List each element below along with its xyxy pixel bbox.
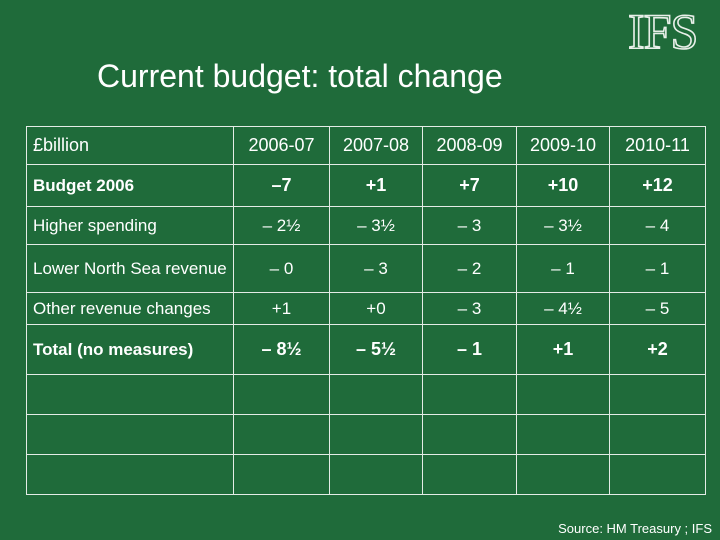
year-header: 2008-09	[422, 126, 517, 165]
table-cell: +10	[516, 164, 610, 207]
slide-title: Current budget: total change	[97, 58, 503, 94]
row-label: Other revenue changes	[26, 292, 234, 325]
budget-table: £billion 2006-07 2007-08 2008-09 2009-10…	[26, 126, 706, 495]
table-row: Higher spending – 2½ – 3½ – 3 – 3½ – 4	[26, 206, 706, 245]
year-header: 2010-11	[609, 126, 706, 165]
empty-row	[26, 374, 706, 415]
empty-row	[26, 454, 706, 495]
table-cell: – 3	[422, 292, 517, 325]
table-cell: +2	[609, 324, 706, 375]
table-cell: +0	[329, 292, 423, 325]
table-cell: – 1	[609, 244, 706, 293]
row-label: Budget 2006	[26, 164, 234, 207]
table-cell: – 3½	[516, 206, 610, 245]
table-cell: – 1	[422, 324, 517, 375]
source-note: Source: HM Treasury ; IFS	[558, 521, 712, 536]
table-cell: +1	[233, 292, 330, 325]
table-cell: – 5½	[329, 324, 423, 375]
table-cell: – 4½	[516, 292, 610, 325]
table-cell: – 3	[329, 244, 423, 293]
table-cell: – 1	[516, 244, 610, 293]
table-row: Budget 2006 –7 +1 +7 +10 +12	[26, 164, 706, 207]
table-cell: +12	[609, 164, 706, 207]
table-row: Lower North Sea revenue – 0 – 3 – 2 – 1 …	[26, 244, 706, 293]
row-label: Total (no measures)	[26, 324, 234, 375]
table-cell: –7	[233, 164, 330, 207]
row-label: Higher spending	[26, 206, 234, 245]
year-header: 2009-10	[516, 126, 610, 165]
ifs-logo: IFS	[627, 3, 699, 59]
table-row: Other revenue changes +1 +0 – 3 – 4½ – 5	[26, 292, 706, 325]
table-cell: +1	[329, 164, 423, 207]
table-cell: – 4	[609, 206, 706, 245]
table-cell: – 8½	[233, 324, 330, 375]
table-cell: – 3	[422, 206, 517, 245]
corner-label: £billion	[26, 126, 234, 165]
table-cell: – 2½	[233, 206, 330, 245]
table-cell: +7	[422, 164, 517, 207]
table-row: Total (no measures) – 8½ – 5½ – 1 +1 +2	[26, 324, 706, 375]
table-cell: +1	[516, 324, 610, 375]
table-cell: – 5	[609, 292, 706, 325]
empty-row	[26, 414, 706, 455]
table-cell: – 2	[422, 244, 517, 293]
year-header: 2007-08	[329, 126, 423, 165]
table-cell: – 0	[233, 244, 330, 293]
table-header-row: £billion 2006-07 2007-08 2008-09 2009-10…	[26, 126, 706, 165]
year-header: 2006-07	[233, 126, 330, 165]
row-label: Lower North Sea revenue	[26, 244, 234, 293]
table-cell: – 3½	[329, 206, 423, 245]
